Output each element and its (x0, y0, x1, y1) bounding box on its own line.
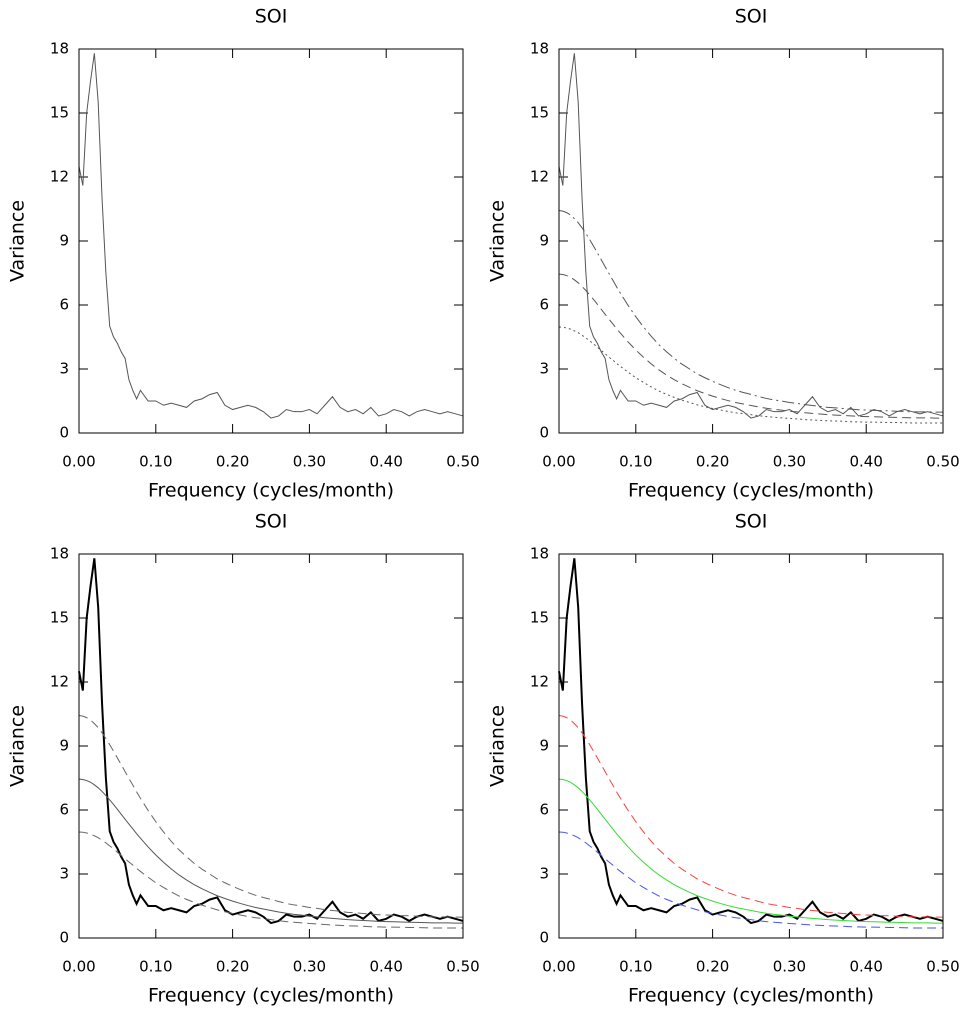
y-axis-label: Variance (487, 200, 509, 282)
y-tick-label: 0 (539, 929, 549, 947)
chart-title: SOI (735, 511, 768, 533)
x-axis-label: Frequency (cycles/month) (628, 480, 874, 502)
x-tick-label: 0.20 (696, 958, 729, 976)
y-tick-label: 9 (59, 737, 69, 755)
x-axis-label: Frequency (cycles/month) (628, 985, 874, 1007)
spectrum-line (558, 778, 943, 924)
x-tick-label: 0.00 (62, 958, 95, 976)
y-tick-label: 0 (539, 424, 549, 442)
plot-frame (558, 48, 944, 434)
y-axis-label: Variance (487, 705, 509, 787)
x-tick-label: 0.20 (216, 958, 249, 976)
y-tick-label: 15 (50, 104, 69, 122)
y-tick-label: 6 (539, 801, 549, 819)
y-tick-label: 9 (539, 232, 549, 250)
x-tick-label: 0.50 (926, 453, 959, 471)
x-tick-label: 0.20 (696, 453, 729, 471)
x-tick-label: 0.00 (62, 453, 95, 471)
spectrum-line (558, 714, 943, 918)
spectrum-line (558, 209, 943, 413)
y-tick-label: 3 (59, 360, 69, 378)
y-tick-label: 15 (50, 609, 69, 627)
y-tick-label: 0 (59, 424, 69, 442)
x-axis-label: Frequency (cycles/month) (148, 480, 394, 502)
y-tick-label: 18 (50, 40, 69, 58)
x-tick-label: 0.10 (139, 958, 172, 976)
plot-frame (78, 48, 464, 434)
spectrum-line (78, 714, 463, 918)
x-tick-label: 0.30 (293, 453, 326, 471)
spectrum-line (78, 53, 464, 419)
y-tick-label: 18 (530, 40, 549, 58)
spectrum-line (78, 831, 463, 929)
y-tick-label: 6 (59, 801, 69, 819)
y-axis-label: Variance (7, 705, 29, 787)
x-tick-label: 0.40 (849, 453, 882, 471)
y-tick-label: 0 (59, 929, 69, 947)
spectrum-line (558, 831, 943, 929)
x-tick-label: 0.10 (619, 958, 652, 976)
x-axis-label: Frequency (cycles/month) (148, 985, 394, 1007)
spectrum-line (78, 558, 464, 925)
plot-frame (78, 553, 464, 939)
y-tick-label: 3 (539, 360, 549, 378)
x-tick-label: 0.20 (216, 453, 249, 471)
y-tick-label: 3 (539, 865, 549, 883)
y-tick-label: 6 (59, 296, 69, 314)
x-tick-label: 0.30 (773, 453, 806, 471)
y-tick-label: 12 (50, 673, 69, 691)
spectrum-line (558, 558, 944, 925)
x-tick-label: 0.40 (849, 958, 882, 976)
spectrum-line (558, 273, 943, 419)
y-tick-label: 18 (530, 545, 549, 563)
x-tick-label: 0.10 (619, 453, 652, 471)
x-tick-label: 0.50 (446, 958, 479, 976)
y-tick-label: 6 (539, 296, 549, 314)
y-tick-label: 12 (530, 673, 549, 691)
spectrum-line (558, 326, 943, 424)
chart-title: SOI (255, 511, 288, 533)
chart-title: SOI (255, 6, 288, 28)
x-tick-label: 0.50 (926, 958, 959, 976)
x-tick-label: 0.00 (542, 453, 575, 471)
y-tick-label: 12 (50, 168, 69, 186)
x-tick-label: 0.30 (773, 958, 806, 976)
x-tick-label: 0.40 (369, 453, 402, 471)
y-axis-label: Variance (7, 200, 29, 282)
y-tick-label: 3 (59, 865, 69, 883)
x-tick-label: 0.30 (293, 958, 326, 976)
chart-title: SOI (735, 6, 768, 28)
y-tick-label: 12 (530, 168, 549, 186)
x-tick-label: 0.10 (139, 453, 172, 471)
y-tick-label: 9 (539, 737, 549, 755)
y-tick-label: 15 (530, 609, 549, 627)
spectrum-line (558, 53, 944, 419)
x-tick-label: 0.40 (369, 958, 402, 976)
x-tick-label: 0.00 (542, 958, 575, 976)
plot-frame (558, 553, 944, 939)
y-tick-label: 15 (530, 104, 549, 122)
x-tick-label: 0.50 (446, 453, 479, 471)
y-tick-label: 9 (59, 232, 69, 250)
y-tick-label: 18 (50, 545, 69, 563)
spectrum-line (78, 778, 463, 924)
